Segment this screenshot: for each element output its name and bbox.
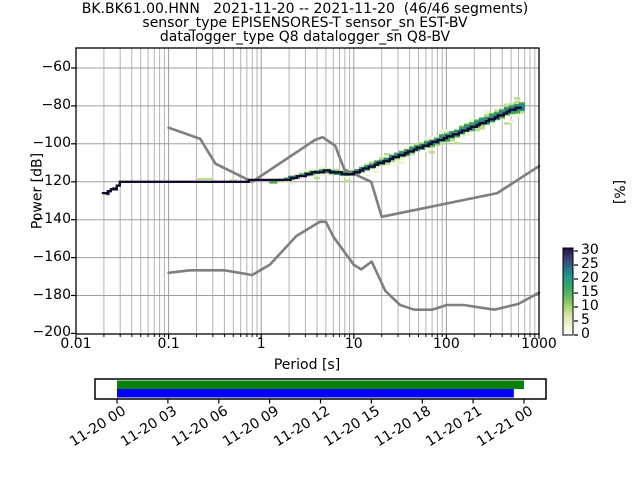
y-tick-label: −100 — [32, 134, 71, 151]
x-tick-label: 100 — [433, 336, 460, 352]
y-tick-label: −80 — [41, 96, 71, 113]
colorbar-label: [%] — [610, 179, 627, 205]
y-tick-label: −120 — [32, 172, 71, 189]
colorbar-tick-label: 15 — [581, 284, 599, 300]
x-tick-label: 1000 — [521, 336, 557, 352]
x-tick-label: 10 — [344, 336, 363, 352]
colorbar-tick-label: 5 — [581, 312, 590, 328]
y-tick-label: −180 — [32, 286, 71, 303]
x-tick-label: 1 — [256, 336, 266, 352]
title-line-3: datalogger_type Q8 datalogger_sn Q8-BV — [159, 29, 451, 45]
colorbar-tick-label: 0 — [581, 326, 590, 342]
title-line-2: sensor_type EPISENSORES-T sensor_sn EST-… — [142, 15, 468, 31]
colorbar-tick-label: 25 — [581, 256, 599, 272]
x-tick-label: 0.01 — [60, 336, 92, 352]
y-tick-label: −140 — [32, 210, 71, 227]
y-tick-label: −60 — [41, 59, 71, 75]
colorbar-tick-label: 10 — [581, 298, 599, 314]
x-axis-label: Period [s] — [273, 357, 341, 373]
y-tick-label: −200 — [32, 324, 71, 341]
colorbar-tick-label: 30 — [581, 242, 599, 258]
title-line-1: BK.BK61.00.HNN 2021-11-20 -- 2021-11-20 … — [81, 1, 529, 17]
colorbar-tick-label: 20 — [581, 270, 599, 286]
y-tick-label: −160 — [32, 248, 71, 265]
x-tick-label: 0.1 — [157, 336, 180, 352]
